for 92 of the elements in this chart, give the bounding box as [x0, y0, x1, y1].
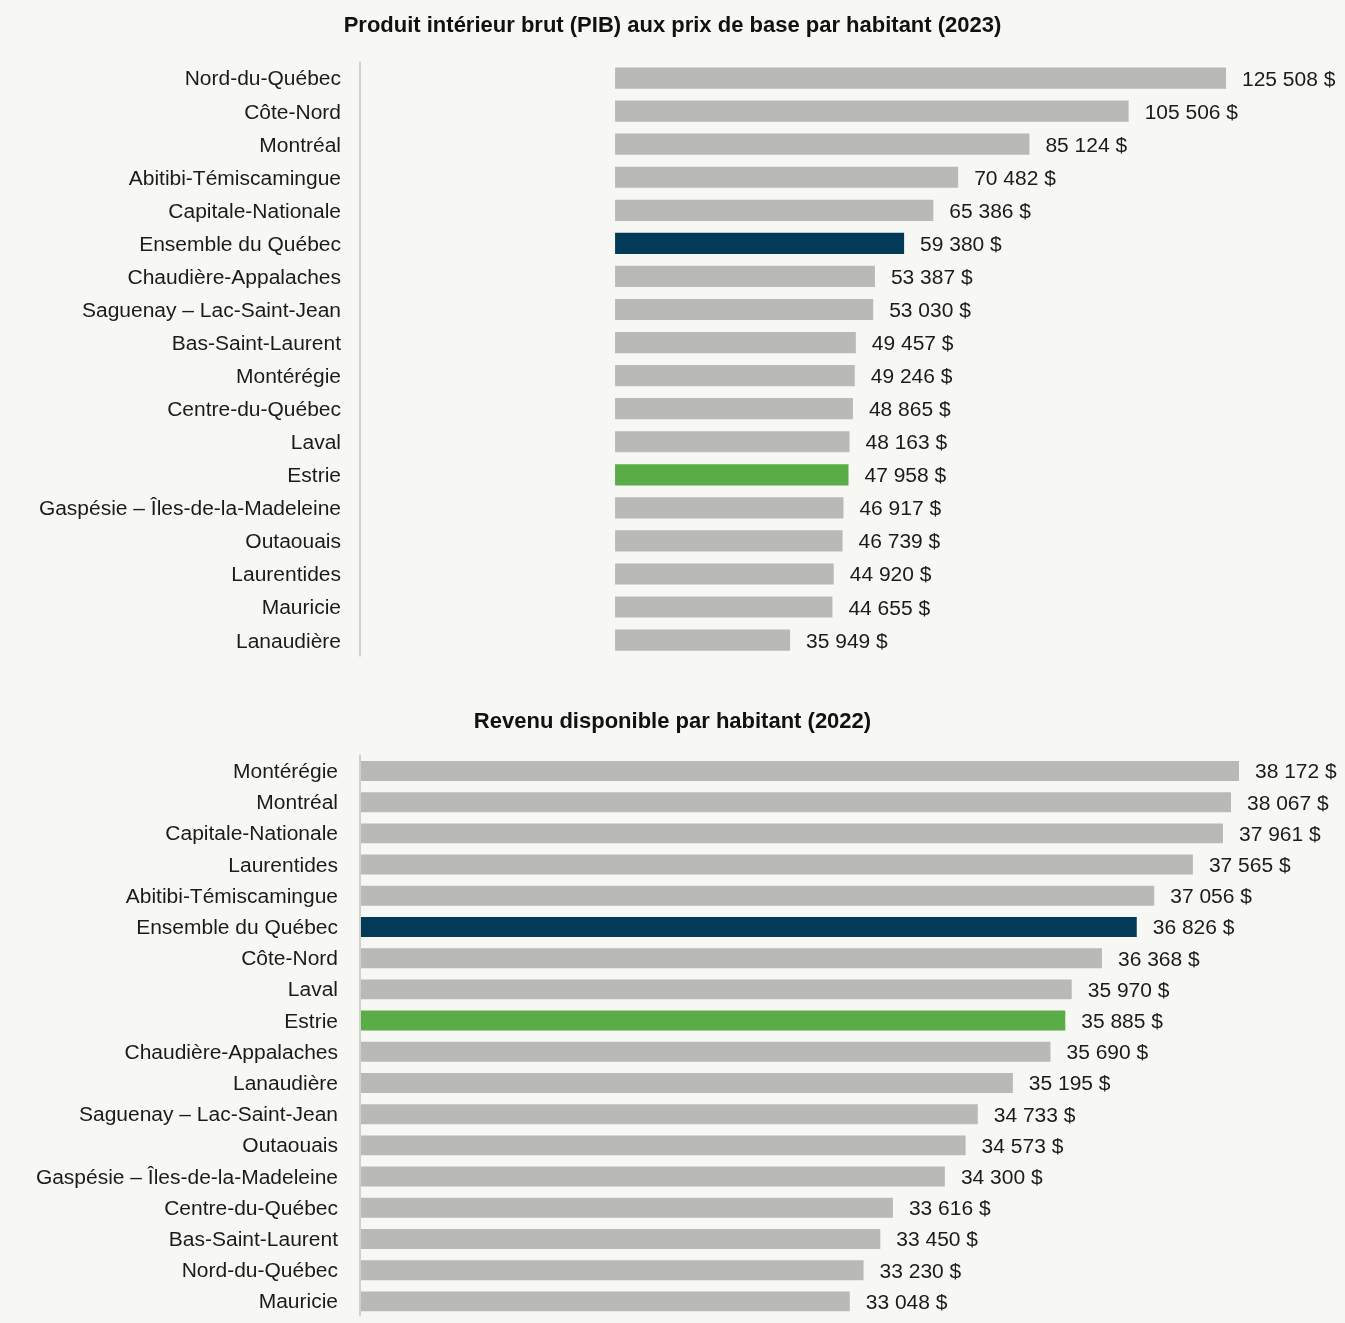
data-label: 49 457 $	[871, 331, 954, 355]
y-tick-label: Laurentides	[228, 852, 338, 876]
y-tick-label: Estrie	[284, 1008, 338, 1032]
y-tick-label: Bas-Saint-Laurent	[168, 1227, 339, 1251]
bar	[615, 563, 834, 585]
bar	[615, 232, 905, 254]
y-tick-label: Outaouais	[242, 1133, 338, 1157]
data-label: 53 387 $	[890, 264, 973, 288]
y-tick-label: Gaspésie – Îles-de-la-Madeleine	[38, 496, 341, 520]
y-tick-label: Centre-du-Québec	[164, 1195, 338, 1219]
y-tick-label: Laval	[287, 977, 338, 1001]
data-label: 35 195 $	[1028, 1071, 1111, 1095]
y-tick-label: Bas-Saint-Laurent	[171, 330, 342, 354]
data-label: 47 958 $	[864, 463, 947, 487]
data-label: 34 733 $	[993, 1102, 1076, 1126]
y-tick-label: Abitibi-Témiscamingue	[128, 165, 341, 189]
data-label: 33 230 $	[879, 1258, 962, 1282]
data-label: 65 386 $	[949, 198, 1032, 222]
y-tick-label: Montérégie	[236, 364, 341, 388]
data-label: 48 163 $	[865, 430, 948, 454]
y-tick-label: Centre-du-Québec	[167, 397, 341, 421]
bar	[615, 166, 959, 188]
y-tick-label: Mauricie	[261, 595, 341, 619]
data-label: 34 300 $	[960, 1165, 1043, 1189]
data-label: 46 739 $	[858, 529, 941, 553]
data-label: 33 048 $	[865, 1289, 948, 1313]
y-tick-label: Chaudière-Appalaches	[127, 264, 341, 288]
bar	[615, 298, 874, 321]
y-tick-label: Estrie	[287, 463, 341, 487]
data-label: 70 482 $	[974, 165, 1057, 189]
y-tick-label: Saguenay – Lac-Saint-Jean	[79, 1102, 338, 1126]
data-label: 33 616 $	[908, 1196, 991, 1220]
bar	[615, 331, 856, 354]
y-tick-label: Capitale-Nationale	[168, 198, 341, 222]
y-tick-label: Côte-Nord	[241, 946, 338, 970]
data-label: 33 450 $	[896, 1227, 979, 1251]
y-tick-label: Gaspésie – Îles-de-la-Madeleine	[35, 1164, 338, 1188]
data-label: 35 970 $	[1087, 977, 1170, 1001]
y-tick-label: Mauricie	[258, 1289, 338, 1313]
y-tick-label: Chaudière-Appalaches	[124, 1039, 338, 1063]
data-label: 59 380 $	[920, 231, 1003, 255]
data-label: 34 573 $	[981, 1133, 1064, 1157]
data-label: 44 655 $	[848, 595, 931, 619]
y-tick-label: Abitibi-Témiscamingue	[125, 883, 338, 907]
bar	[615, 596, 833, 618]
chart-title: Revenu disponible par habitant (2022)	[472, 707, 873, 735]
bar	[615, 629, 791, 651]
chart-title: Produit intérieur brut (PIB) aux prix de base par habitant (2023)	[342, 11, 1003, 39]
bar	[615, 431, 850, 453]
bar	[615, 133, 1030, 155]
y-tick-label: Laurentides	[231, 562, 341, 586]
y-tick-label: Laval	[290, 430, 341, 454]
y-tick-label: Montréal	[259, 132, 341, 156]
data-label: 125 508 $	[1242, 66, 1336, 90]
data-label: 35 690 $	[1066, 1040, 1149, 1064]
data-label: 85 124 $	[1045, 132, 1128, 156]
bar	[615, 67, 1226, 89]
data-label: 46 917 $	[859, 496, 942, 520]
y-tick-label: Outaouais	[245, 529, 341, 553]
y-tick-label: Capitale-Nationale	[165, 821, 338, 845]
data-label: 53 030 $	[889, 298, 972, 321]
data-label: 38 067 $	[1247, 790, 1330, 814]
data-label: 37 056 $	[1170, 884, 1253, 908]
bar	[615, 497, 844, 519]
bar	[615, 398, 853, 420]
y-tick-label: Montréal	[256, 790, 338, 814]
data-label: 35 885 $	[1081, 1009, 1164, 1033]
y-tick-label: Nord-du-Québec	[184, 66, 341, 90]
data-label: 38 172 $	[1254, 759, 1338, 783]
y-tick-label: Ensemble du Québec	[139, 231, 341, 255]
data-label: 36 826 $	[1152, 915, 1235, 939]
y-tick-label: Ensemble du Québec	[136, 915, 338, 939]
y-tick-label: Côte-Nord	[244, 99, 341, 123]
data-label: 37 961 $	[1238, 821, 1321, 845]
data-label: 48 865 $	[868, 397, 951, 421]
bar	[615, 365, 855, 387]
y-tick-label: Montérégie	[233, 759, 338, 783]
data-label: 35 949 $	[806, 628, 889, 652]
bar	[615, 100, 1129, 122]
bar	[615, 530, 843, 552]
bar	[615, 464, 849, 486]
y-tick-label: Saguenay – Lac-Saint-Jean	[82, 297, 341, 321]
y-tick-label: Lanaudière	[232, 1071, 338, 1095]
bar	[615, 199, 934, 221]
data-label: 44 920 $	[849, 562, 932, 586]
data-label: 49 246 $	[870, 364, 953, 388]
data-label: 105 506 $	[1144, 99, 1239, 123]
data-label: 37 565 $	[1208, 853, 1291, 877]
y-tick-label: Lanaudière	[235, 628, 341, 652]
data-label: 36 368 $	[1117, 946, 1200, 970]
y-tick-label: Nord-du-Québec	[181, 1258, 338, 1282]
bar	[615, 265, 875, 288]
